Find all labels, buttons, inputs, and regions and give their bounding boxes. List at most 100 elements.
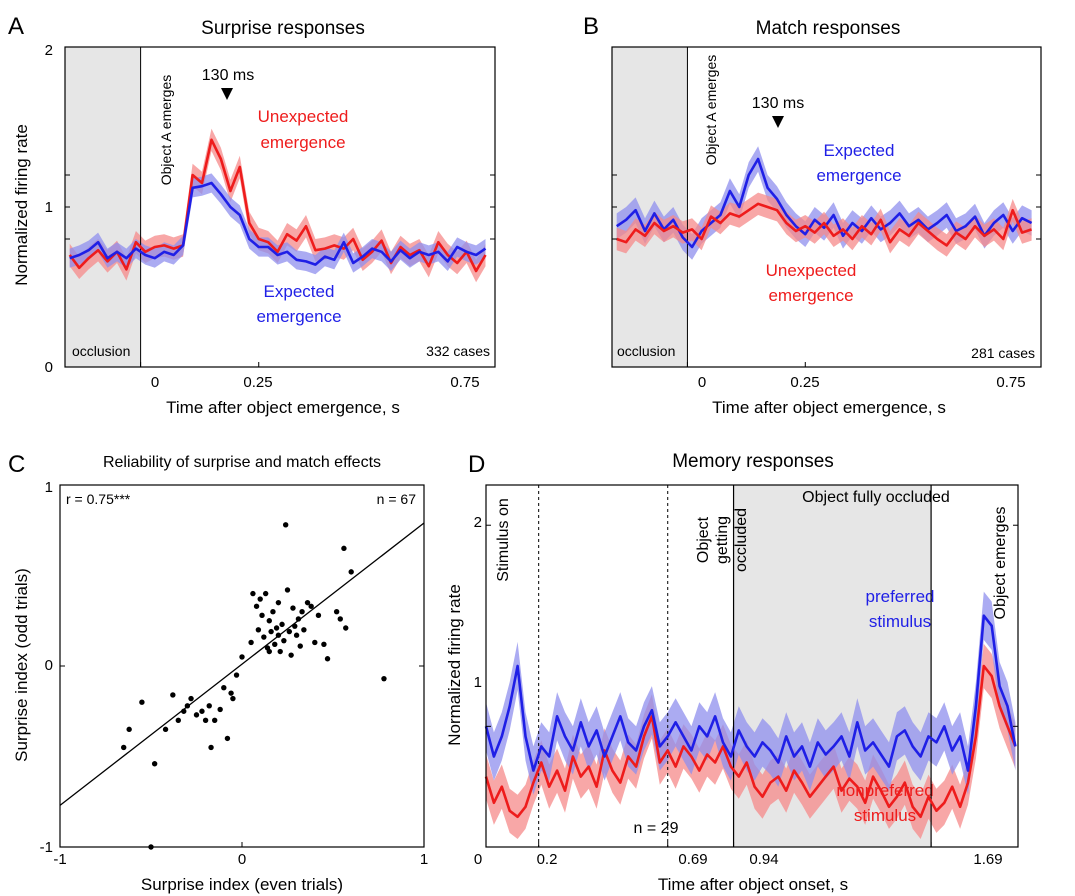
panel-d-occluding-label-1: Object bbox=[695, 516, 712, 563]
panel-d-emerges-label: Object emerges bbox=[992, 507, 1009, 620]
panel-c-point bbox=[275, 632, 282, 638]
panel-c-point bbox=[297, 643, 303, 649]
panel-a-blue-label-1: Expected bbox=[264, 282, 335, 301]
panel-d-ylabel: Normalized firing rate bbox=[445, 584, 464, 746]
panel-c-point bbox=[288, 652, 294, 658]
panel-d-band-0 bbox=[486, 643, 1016, 839]
panel-a-xlabel: Time after object emergence, s bbox=[166, 398, 400, 417]
panel-c-xtick-0: 0 bbox=[238, 851, 246, 868]
panel-c-point bbox=[270, 609, 276, 615]
panel-d-n-label: n = 29 bbox=[634, 820, 679, 837]
panel-c-point bbox=[206, 703, 212, 709]
panel-c-point bbox=[275, 599, 282, 606]
panel-c-n-label: n = 67 bbox=[377, 491, 417, 507]
panel-c-point bbox=[290, 605, 296, 611]
panel-b-line-1 bbox=[616, 202, 1033, 247]
panel-b-blue-label-2: emergence bbox=[816, 166, 901, 185]
panel-c-point bbox=[139, 699, 145, 705]
panel-c-point bbox=[282, 522, 289, 528]
panel-c-point bbox=[304, 599, 311, 606]
panel-c-point bbox=[324, 656, 331, 662]
panel-c-point bbox=[266, 648, 272, 655]
panel-label-a: A bbox=[8, 13, 24, 40]
panel-c-point bbox=[162, 726, 169, 733]
panel-c-ytick-minus1: -1 bbox=[40, 839, 53, 856]
panel-c-point bbox=[257, 596, 263, 602]
panel-d-blue-label-2: stimulus bbox=[869, 612, 931, 631]
panel-c-point bbox=[273, 625, 280, 631]
panel-b-line-0 bbox=[615, 157, 1033, 249]
panel-c-point bbox=[248, 639, 254, 646]
panel-b-event-label: Object A emerges bbox=[703, 55, 719, 166]
panel-d-xlabel: Time after object onset, s bbox=[658, 875, 848, 894]
panel-c-point bbox=[239, 654, 245, 660]
band-layer bbox=[65, 47, 1032, 847]
panel-b-blue-label-1: Expected bbox=[824, 141, 895, 160]
panel-c-point bbox=[315, 612, 322, 619]
panel-c-point bbox=[170, 692, 176, 698]
panel-d-blue-label-1: preferred bbox=[866, 587, 935, 606]
panel-d-xtick-0: 0 bbox=[474, 851, 482, 868]
panel-c-point bbox=[266, 618, 272, 624]
panel-b-occlusion-shade bbox=[612, 47, 688, 367]
panel-a-peak-label: 130 ms bbox=[202, 67, 254, 84]
panel-c-point bbox=[279, 621, 285, 628]
panel-d-occluded-label: Object fully occluded bbox=[802, 489, 950, 506]
panel-c-point bbox=[208, 744, 214, 751]
panel-c-point bbox=[230, 695, 236, 702]
panel-b-red-label-2: emergence bbox=[768, 286, 853, 305]
panel-c-point bbox=[284, 587, 291, 593]
panel-c-point bbox=[281, 637, 287, 644]
panel-c-point bbox=[286, 628, 293, 635]
panel-b-title: Match responses bbox=[756, 18, 901, 39]
panel-d-occluding-label-2: getting bbox=[714, 516, 731, 564]
panel-c-point bbox=[199, 708, 205, 714]
panel-d-xtick-169: 1.69 bbox=[973, 851, 1002, 868]
panel-c-point bbox=[193, 712, 200, 718]
panel-c-point bbox=[253, 603, 260, 609]
panel-d-ytick-1: 1 bbox=[474, 674, 482, 691]
panel-c-point bbox=[181, 708, 187, 714]
panel-c-point bbox=[348, 569, 354, 575]
panel-a-red-label-2: emergence bbox=[260, 133, 345, 152]
panel-c-fit-line bbox=[59, 522, 425, 806]
panel-b-count-label: 281 cases bbox=[971, 345, 1035, 361]
panel-c-xtick-minus1: -1 bbox=[53, 851, 66, 868]
panel-b-red-label-1: Unexpected bbox=[766, 261, 857, 280]
panel-c-xlabel: Surprise index (even trials) bbox=[141, 875, 343, 894]
panel-c-point bbox=[381, 675, 387, 682]
panel-d-band-1 bbox=[486, 591, 1016, 795]
panel-c-point bbox=[255, 627, 262, 633]
panel-c-point bbox=[224, 735, 231, 742]
panel-d-red-label-2: stimulus bbox=[854, 806, 916, 825]
panel-a-peak-arrow-icon bbox=[221, 88, 233, 100]
panel-b-xtick-025: 0.25 bbox=[790, 374, 819, 391]
panel-c-point bbox=[295, 616, 302, 622]
panel-c-title: Reliability of surprise and match effect… bbox=[103, 454, 381, 471]
panel-label-b: B bbox=[583, 13, 599, 40]
panel-c-point bbox=[268, 628, 274, 635]
panel-c-xtick-1: 1 bbox=[420, 851, 428, 868]
panel-b-xtick-0: 0 bbox=[698, 374, 706, 391]
panel-c-point bbox=[333, 609, 340, 615]
panel-a-ylabel: Normalized firing rate bbox=[12, 124, 31, 286]
panel-label-c: C bbox=[8, 451, 25, 478]
panel-c-point bbox=[299, 609, 305, 615]
panel-d-xtick-069: 0.69 bbox=[678, 851, 707, 868]
panel-d-line-0 bbox=[484, 664, 1017, 819]
panel-d-ytick-2: 2 bbox=[474, 514, 482, 531]
panel-c-point bbox=[261, 634, 267, 640]
panel-c-point bbox=[217, 706, 223, 713]
panel-b-xtick-075: 0.75 bbox=[996, 374, 1025, 391]
panel-c-point bbox=[259, 612, 265, 619]
panel-a-event-label: Object A emerges bbox=[158, 75, 174, 186]
panel-a-xtick-075: 0.75 bbox=[450, 374, 479, 391]
panel-b-occlusion-label: occlusion bbox=[617, 343, 675, 359]
panel-a-xtick-025: 0.25 bbox=[243, 374, 272, 391]
panel-c-point bbox=[293, 632, 300, 638]
panel-c-point bbox=[184, 703, 191, 709]
panel-c-point bbox=[337, 616, 343, 622]
panel-a-ytick-2: 2 bbox=[45, 42, 53, 59]
panel-c-ylabel: Surprise index (odd trials) bbox=[12, 568, 31, 762]
